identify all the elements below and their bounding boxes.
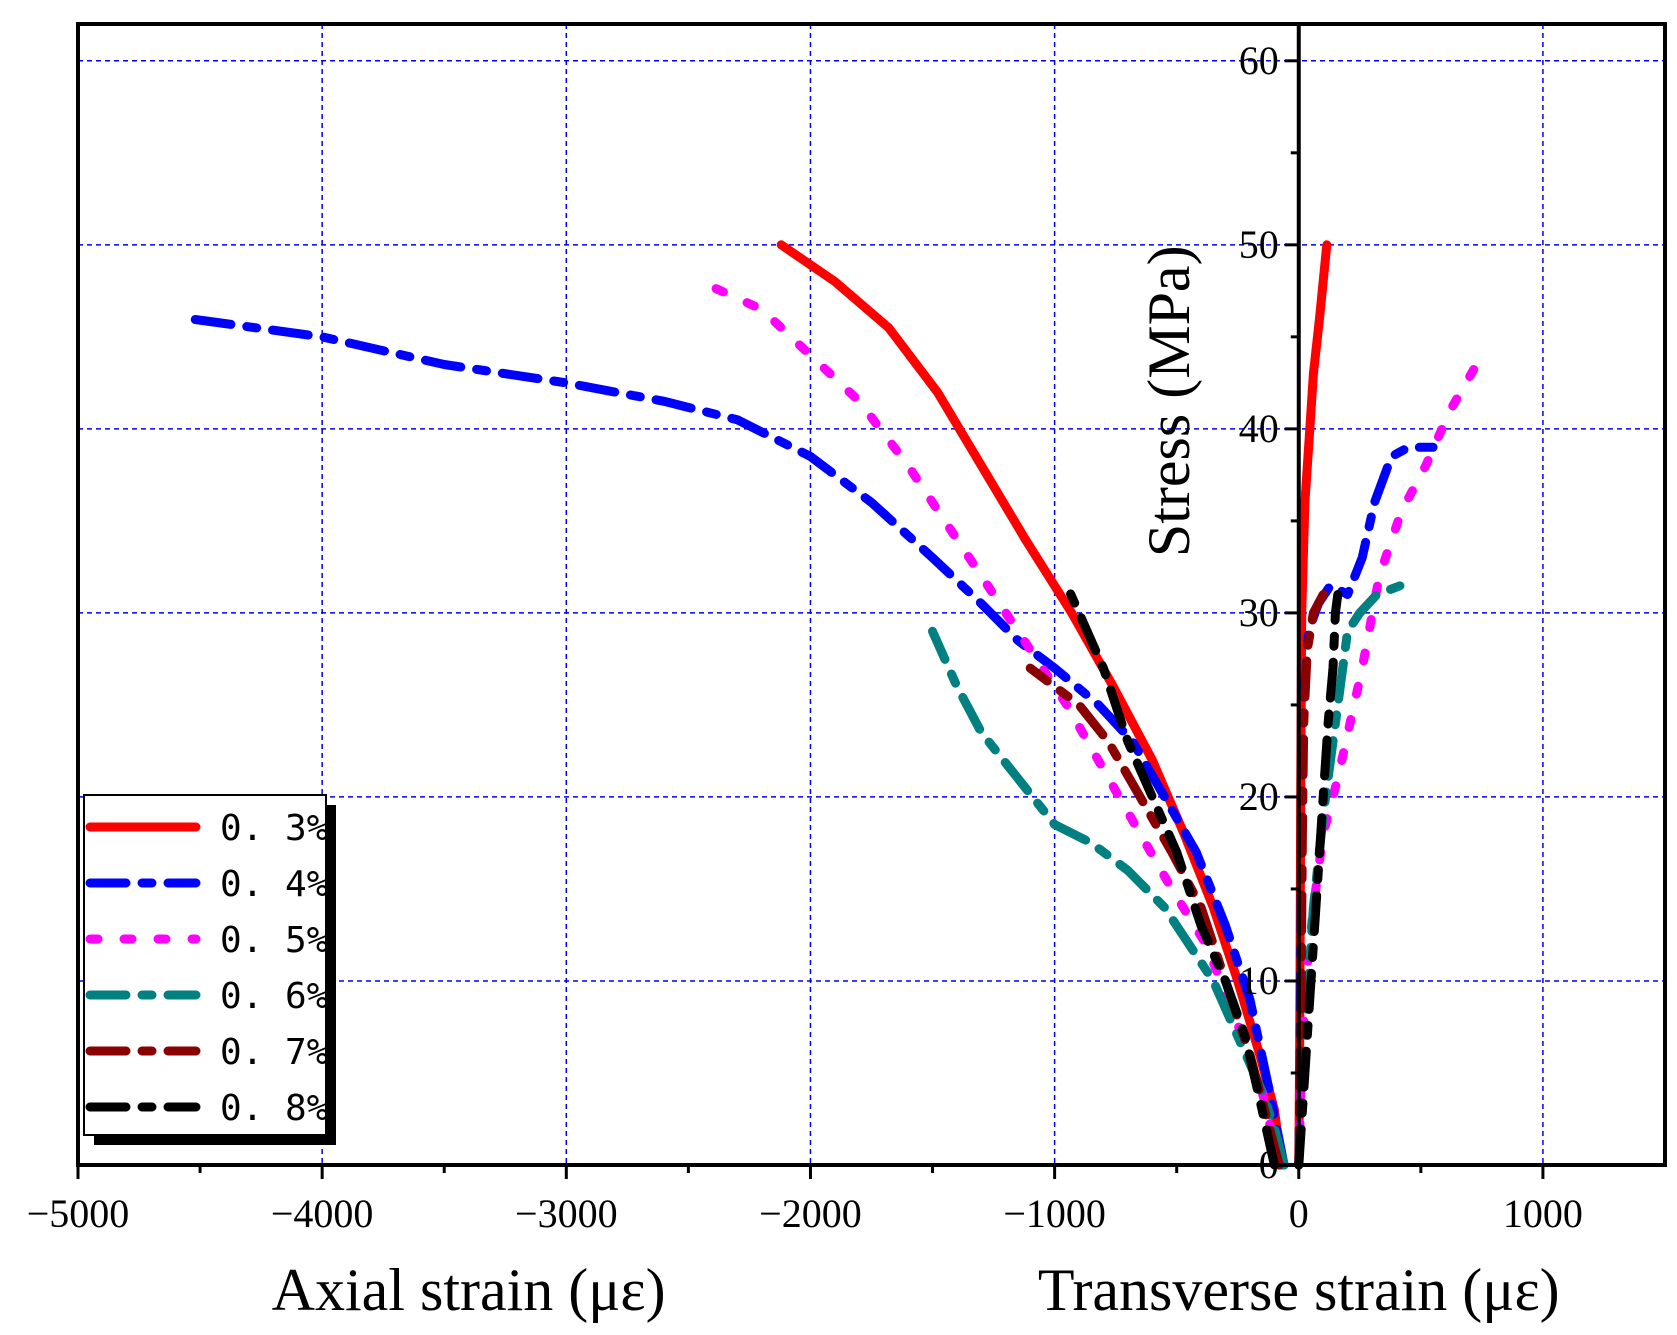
x-tick-label: −4000: [271, 1191, 374, 1236]
legend-label: 0. 3%: [220, 808, 329, 849]
legend: 0. 3% 0. 4% 0. 5% 0. 6% 0. 7% 0. 8%: [83, 794, 336, 1145]
series-lines: [183, 240, 1487, 1170]
x-axis-title-transverse: Transverse strain (με): [1038, 1257, 1560, 1323]
x-tick-label: −2000: [759, 1191, 862, 1236]
y-tick-label: 50: [1239, 222, 1279, 267]
series-04-axial-line: [183, 314, 1289, 1170]
x-axis-title-axial: Axial strain (με): [272, 1257, 666, 1323]
y-tick-label: 20: [1239, 774, 1279, 819]
y-tick-label: 60: [1239, 38, 1279, 83]
legend-label: 0. 5%: [220, 920, 329, 961]
grid: [78, 24, 1665, 1165]
series-04-transverse-line: [1294, 442, 1438, 1170]
y-tick-label: 0: [1259, 1142, 1279, 1187]
x-tick-label: 0: [1289, 1191, 1309, 1236]
x-tick-label: −1000: [1003, 1191, 1106, 1236]
x-tick-label: 1000: [1503, 1191, 1583, 1236]
legend-label: 0. 7%: [220, 1032, 329, 1073]
y-tick-label: 30: [1239, 590, 1279, 635]
legend-label: 0. 8%: [220, 1088, 329, 1129]
y-axis-title: Stress (MPa): [1136, 245, 1202, 557]
series-08-axial-line: [1062, 580, 1279, 1170]
series-08-transverse-line: [1294, 590, 1343, 1170]
axis-ticks: −5000 −4000 −3000 −2000 −1000 0 1000 0 10 20 30 40 5…: [27, 38, 1583, 1236]
legend-label: 0. 4%: [220, 864, 329, 905]
legend-label: 0. 6%: [220, 976, 329, 1017]
legend-box: [83, 794, 327, 1136]
plot-frame: [76, 22, 1667, 1167]
y-tick-label: 40: [1239, 406, 1279, 451]
x-tick-label: −5000: [27, 1191, 130, 1236]
x-tick-label: −3000: [515, 1191, 618, 1236]
series-05-transverse-line: [1294, 350, 1487, 1170]
y-tick-label: 10: [1239, 958, 1279, 1003]
legend-items: 0. 3% 0. 4% 0. 5% 0. 6% 0. 7% 0. 8%: [85, 808, 329, 1129]
